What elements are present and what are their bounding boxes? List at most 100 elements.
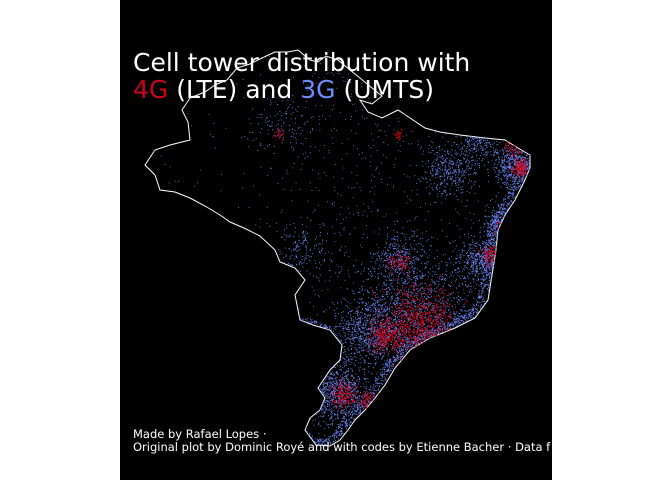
tower-3g-dot bbox=[335, 406, 337, 408]
tower-3g-dot bbox=[432, 334, 434, 336]
tower-3g-dot bbox=[402, 310, 404, 312]
tower-3g-dot bbox=[479, 258, 481, 260]
tower-3g-dot bbox=[332, 420, 333, 422]
tower-3g-dot bbox=[457, 186, 459, 188]
tower-3g-dot bbox=[412, 293, 414, 295]
tower-3g-dot bbox=[364, 308, 366, 310]
tower-3g-dot bbox=[379, 321, 381, 324]
tower-3g-dot bbox=[376, 93, 378, 95]
tower-3g-dot bbox=[364, 320, 366, 322]
tower-3g-dot bbox=[466, 147, 468, 149]
tower-3g-dot bbox=[405, 134, 407, 136]
tower-3g-dot bbox=[501, 156, 503, 158]
tower-3g-dot bbox=[356, 271, 358, 273]
tower-3g-dot bbox=[352, 334, 354, 336]
tower-3g-dot bbox=[356, 337, 358, 339]
tower-3g-dot bbox=[373, 332, 375, 334]
tower-3g-dot bbox=[497, 153, 499, 155]
tower-3g-dot bbox=[353, 376, 355, 378]
tower-3g-dot bbox=[323, 172, 325, 174]
tower-3g-dot bbox=[394, 318, 397, 320]
tower-3g-dot bbox=[473, 184, 475, 186]
tower-3g-dot bbox=[425, 187, 427, 189]
tower-3g-dot bbox=[385, 306, 387, 308]
tower-3g-dot bbox=[336, 325, 338, 327]
tower-3g-dot bbox=[412, 259, 414, 261]
tower-3g-dot bbox=[479, 267, 481, 269]
tower-3g-dot bbox=[400, 333, 402, 335]
tower-3g-dot bbox=[397, 231, 399, 233]
tower-3g-dot bbox=[397, 247, 399, 249]
tower-3g-dot bbox=[388, 245, 390, 247]
tower-3g-dot bbox=[389, 177, 391, 179]
tower-3g-dot bbox=[355, 328, 357, 330]
tower-3g-dot bbox=[351, 343, 353, 345]
tower-3g-dot bbox=[397, 279, 399, 281]
tower-3g-dot bbox=[459, 296, 462, 298]
tower-3g-dot bbox=[386, 307, 389, 309]
tower-3g-dot bbox=[424, 296, 426, 298]
tower-3g-dot bbox=[357, 399, 359, 401]
tower-3g-dot bbox=[420, 248, 422, 250]
tower-3g-dot bbox=[509, 165, 511, 168]
tower-3g-dot bbox=[343, 416, 345, 419]
tower-3g-dot bbox=[478, 292, 480, 295]
tower-3g-dot bbox=[428, 289, 430, 291]
tower-3g-dot bbox=[392, 288, 394, 290]
tower-3g-dot bbox=[465, 277, 467, 279]
tower-3g-dot bbox=[350, 374, 352, 376]
tower-3g-dot bbox=[465, 138, 466, 140]
tower-3g-dot bbox=[359, 354, 362, 356]
tower-3g-dot bbox=[497, 204, 499, 206]
tower-3g-dot bbox=[303, 143, 305, 145]
tower-3g-dot bbox=[444, 150, 446, 152]
tower-3g-dot bbox=[386, 213, 388, 215]
tower-3g-dot bbox=[465, 258, 467, 261]
tower-3g-dot bbox=[415, 279, 417, 281]
tower-3g-dot bbox=[433, 280, 435, 283]
tower-3g-dot bbox=[363, 210, 365, 212]
tower-3g-dot bbox=[357, 306, 359, 308]
tower-3g-dot bbox=[476, 266, 478, 268]
tower-3g-dot bbox=[342, 377, 344, 379]
tower-3g-dot bbox=[367, 332, 369, 334]
tower-3g-dot bbox=[358, 378, 360, 380]
tower-3g-dot bbox=[394, 271, 396, 273]
tower-3g-dot bbox=[346, 153, 348, 155]
tower-3g-dot bbox=[442, 136, 444, 138]
tower-3g-dot bbox=[497, 170, 500, 172]
tower-3g-dot bbox=[388, 268, 390, 270]
tower-3g-dot bbox=[368, 268, 370, 271]
tower-3g-dot bbox=[461, 299, 463, 301]
tower-3g-dot bbox=[403, 280, 405, 283]
tower-3g-dot bbox=[369, 334, 372, 336]
tower-3g-dot bbox=[384, 131, 386, 133]
tower-3g-dot bbox=[375, 361, 377, 363]
tower-3g-dot bbox=[458, 184, 460, 186]
tower-3g-dot bbox=[474, 165, 476, 167]
tower-3g-dot bbox=[439, 145, 441, 147]
tower-3g-dot bbox=[342, 425, 344, 426]
tower-3g-dot bbox=[359, 153, 360, 155]
tower-3g-dot bbox=[496, 196, 498, 198]
tower-3g-dot bbox=[414, 302, 416, 304]
tower-3g-dot bbox=[479, 264, 481, 267]
tower-3g-dot bbox=[395, 244, 398, 246]
tower-3g-dot bbox=[345, 119, 347, 121]
tower-3g-dot bbox=[486, 233, 488, 235]
tower-3g-dot bbox=[335, 312, 337, 315]
tower-3g-dot bbox=[503, 155, 506, 157]
tower-3g-dot bbox=[346, 328, 348, 330]
tower-3g-dot bbox=[477, 149, 480, 151]
tower-3g-dot bbox=[446, 306, 448, 308]
tower-3g-dot bbox=[431, 236, 432, 238]
tower-3g-dot bbox=[471, 265, 473, 267]
tower-3g-dot bbox=[361, 298, 363, 300]
tower-3g-dot bbox=[343, 331, 345, 334]
tower-3g-dot bbox=[511, 177, 514, 179]
tower-3g-dot bbox=[436, 238, 438, 240]
tower-3g-dot bbox=[483, 271, 485, 274]
tower-3g-dot bbox=[433, 153, 435, 155]
tower-3g-dot bbox=[416, 229, 418, 231]
tower-3g-dot bbox=[498, 223, 500, 225]
